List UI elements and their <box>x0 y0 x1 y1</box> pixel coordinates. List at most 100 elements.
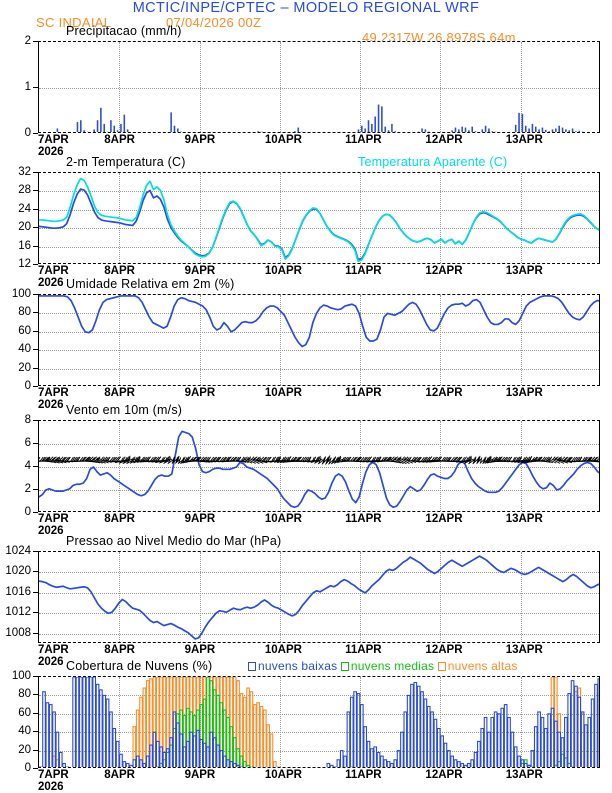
cloud-bar <box>444 743 447 768</box>
precip-bar <box>391 124 393 133</box>
cloud-bar <box>100 690 103 768</box>
cloud-bar <box>177 723 180 768</box>
cloud-bar <box>504 705 507 768</box>
cloud-bar <box>334 767 337 768</box>
xaxis-label-day: 11APR <box>345 769 381 781</box>
precip-bar <box>297 128 299 133</box>
precip-bar <box>418 132 420 133</box>
cloud-bar <box>481 729 484 768</box>
xaxis-label-day: 7APR <box>38 387 69 399</box>
ytick-label: 1016 <box>0 586 31 598</box>
precip-bar <box>100 108 102 133</box>
precip-bar <box>488 128 490 133</box>
cloud-bar <box>568 694 571 768</box>
precip-bar <box>545 130 547 133</box>
cloud-bar <box>53 712 56 768</box>
precip-bar <box>381 106 383 133</box>
cloud-bar <box>528 765 531 768</box>
precip-bar <box>522 114 524 133</box>
plot-area-temperatura <box>38 172 600 264</box>
cloud-bar <box>76 677 79 768</box>
cloud-bar <box>277 767 280 768</box>
cloud-bar <box>494 712 497 768</box>
cloud-bar <box>243 762 246 768</box>
xaxis-year-label: 2026 <box>38 399 64 411</box>
cloud-bar <box>384 760 387 768</box>
cloud-bar <box>427 706 430 768</box>
ytick-label: 0 <box>0 762 31 774</box>
cloud-bar <box>227 760 230 768</box>
cloud-bar <box>474 752 477 768</box>
cloud-bar <box>434 719 437 768</box>
cloud-bar <box>46 703 49 768</box>
cloud-bar <box>39 767 42 768</box>
series-canvas-vento <box>39 421 600 512</box>
cloud-bar <box>86 677 89 768</box>
cloud-bar <box>458 762 461 768</box>
ytick-mark <box>33 87 38 88</box>
ytick-label: 40 <box>0 343 31 355</box>
precip-bar <box>535 127 537 133</box>
cloud-bar <box>66 767 69 768</box>
ytick-mark <box>33 368 38 369</box>
ytick-mark <box>33 551 38 552</box>
cloud-bar <box>250 767 253 768</box>
cloud-bar <box>80 677 83 768</box>
cloud-bar <box>350 697 353 768</box>
ytick-mark <box>33 246 38 247</box>
plot-area-umidade <box>38 294 600 386</box>
ytick-mark <box>33 750 38 751</box>
ytick-label: 2 <box>0 483 31 495</box>
cloud-bar <box>264 710 267 768</box>
cloud-bar <box>561 738 564 768</box>
xaxis-label-day: 13APR <box>506 134 543 146</box>
cloud-bar <box>471 760 474 768</box>
cloud-bar <box>63 763 66 768</box>
ytick-label: 12 <box>0 258 31 270</box>
cloud-bar <box>59 752 62 768</box>
precip-bar <box>378 105 380 133</box>
series-canvas-temperatura <box>39 173 600 264</box>
precip-bar <box>538 129 540 133</box>
cloud-bar <box>340 751 343 768</box>
xaxis-year-label: 2026 <box>38 781 64 793</box>
precip-bar <box>475 131 477 133</box>
ytick-mark <box>33 713 38 714</box>
xaxis-label-day: 9APR <box>185 387 216 399</box>
ytick-mark <box>33 294 38 295</box>
xaxis-label-day: 10APR <box>265 769 302 781</box>
xaxis-label-day: 9APR <box>185 769 216 781</box>
cloud-bar <box>407 695 410 768</box>
cloud-bar <box>90 677 93 768</box>
cloud-bar <box>220 751 223 768</box>
xaxis-label-day: 12APR <box>425 644 462 656</box>
precip-bar <box>421 128 423 133</box>
cloud-bar <box>96 684 99 768</box>
cloud-bar <box>43 767 46 768</box>
xaxis-label-day: 9APR <box>185 644 216 656</box>
ytick-mark <box>33 227 38 228</box>
precip-bar <box>558 126 560 133</box>
cloud-bar <box>357 694 360 768</box>
cloud-bar <box>381 756 384 768</box>
cloud-bar <box>361 705 364 768</box>
panel-title-pressao: Pressao ao Nivel Medio do Mar (hPa) <box>66 534 281 548</box>
panel-title-secondary-temperatura: Temperatura Aparente (C) <box>358 155 507 169</box>
precip-bar <box>254 132 256 133</box>
cloud-bar <box>441 736 444 768</box>
ytick-label: 24 <box>0 203 31 215</box>
cloud-bar <box>200 740 203 768</box>
xaxis-label-day: 11APR <box>345 513 381 525</box>
cloud-bar <box>585 725 588 768</box>
xaxis-label-day: 12APR <box>425 265 462 277</box>
cloud-bar <box>581 712 584 768</box>
panel-title-precipitacao: Precipitacao (mm/h) <box>66 24 182 38</box>
precip-bar <box>498 132 500 133</box>
cloud-bar <box>130 765 133 768</box>
ytick-label: 1012 <box>0 606 31 618</box>
cloud-bar <box>110 712 113 768</box>
ytick-label: 4 <box>0 460 31 472</box>
cloud-bar <box>243 697 246 768</box>
panel-title-umidade: Umidade Relativa em 2m (%) <box>66 277 234 291</box>
precip-bar <box>492 131 494 133</box>
